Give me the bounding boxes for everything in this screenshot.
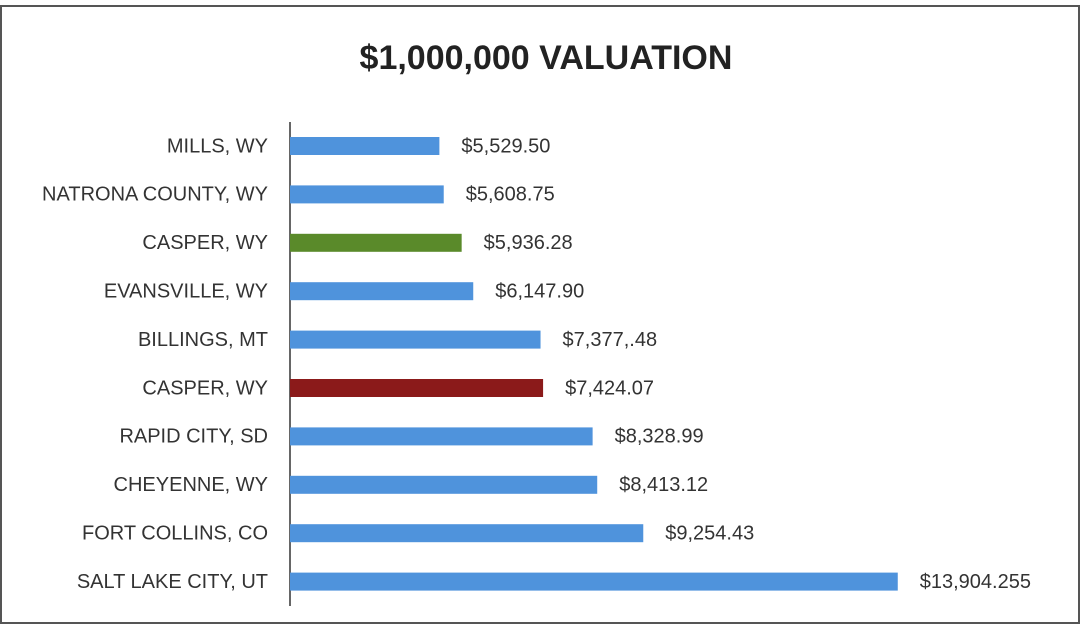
bar (290, 475, 598, 494)
bar (290, 379, 544, 397)
bar (290, 137, 440, 155)
value-label: $5,936.28 (484, 232, 573, 254)
category-label: BILLINGS, MT (138, 329, 268, 351)
category-label: FORT COLLINS, CO (82, 522, 268, 544)
value-label: $8,413.12 (619, 474, 708, 496)
bar (290, 330, 541, 349)
category-label: CASPER, WY (142, 377, 268, 399)
category-label: EVANSVILLE, WY (104, 280, 268, 302)
frame (0, 5, 1080, 624)
bar (290, 185, 444, 204)
category-label: SALT LAKE CITY, UT (77, 571, 268, 593)
category-label: CASPER, WY (142, 232, 268, 254)
bar (290, 233, 462, 252)
category-label: RAPID CITY, SD (119, 426, 268, 448)
bar (290, 427, 593, 446)
bar (290, 524, 644, 543)
value-label: $9,254.43 (665, 522, 754, 544)
value-label: $5,608.75 (466, 184, 555, 206)
value-label: $7,424.07 (565, 377, 654, 399)
value-label: $8,328.99 (615, 426, 704, 448)
category-label: NATRONA COUNTY, WY (42, 184, 268, 206)
category-label: MILLS, WY (167, 135, 268, 157)
value-label: $6,147.90 (495, 280, 584, 302)
category-label: CHEYENNE, WY (114, 474, 268, 496)
bar (290, 572, 898, 591)
value-label: $13,904.255 (920, 571, 1031, 593)
value-label: $5,529.50 (461, 135, 550, 157)
value-label: $7,377,.48 (563, 329, 658, 351)
bar (290, 282, 474, 301)
chart-title: $1,000,000 VALUATION (360, 39, 733, 77)
